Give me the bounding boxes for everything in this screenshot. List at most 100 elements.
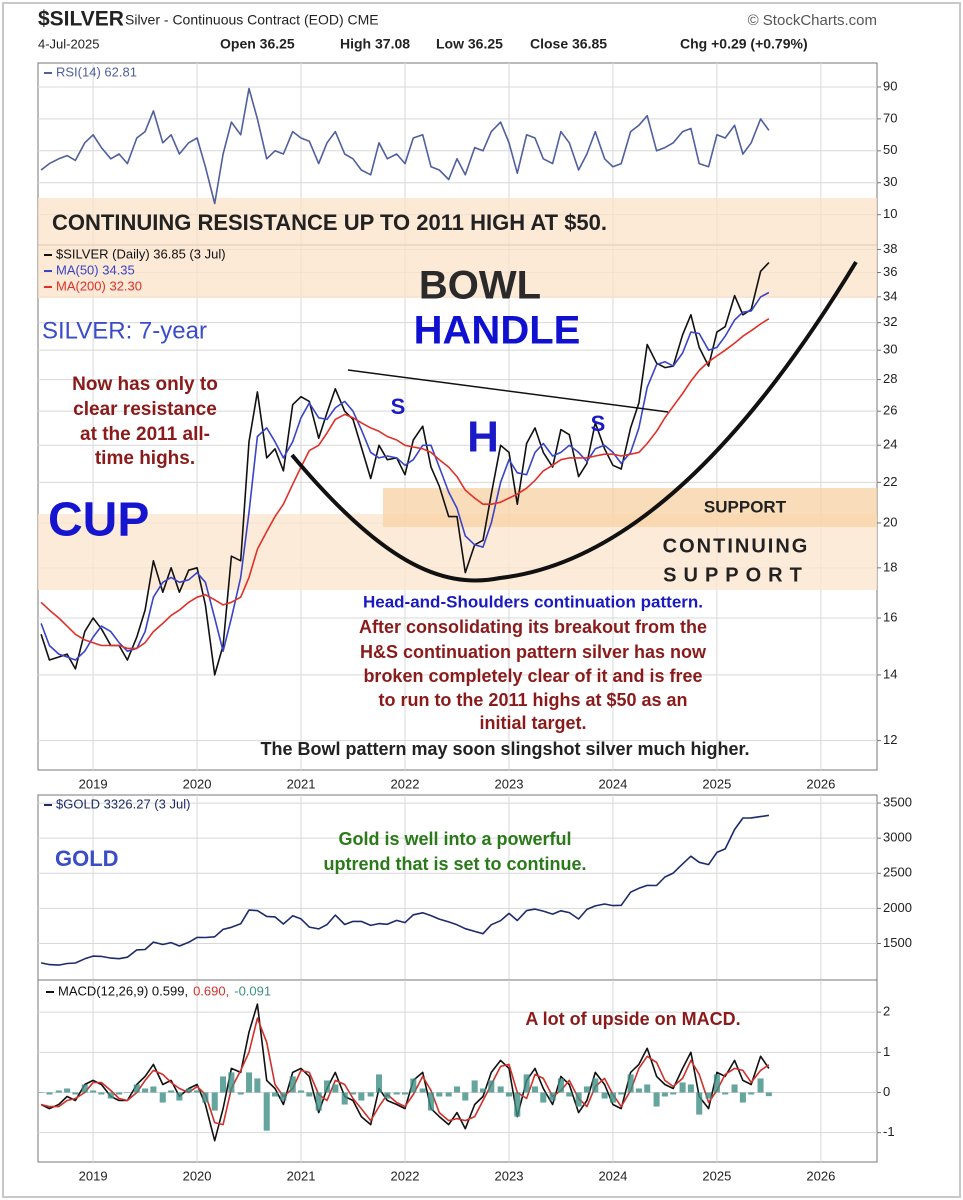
histogram-bar (445, 1092, 452, 1097)
symbol: $SILVER (38, 8, 124, 31)
annotation: After consolidating its breakout from th… (359, 617, 707, 637)
legend-label: $GOLD 3326.27 (3 Jul) (56, 796, 190, 811)
y-tick-label: 70 (883, 110, 897, 125)
histogram-bar (289, 1076, 296, 1093)
histogram-bar (150, 1086, 157, 1093)
annotation: S (391, 394, 406, 419)
histogram-bar (116, 1092, 123, 1095)
annotation: CONTINUING (663, 535, 810, 557)
y-tick-label: 30 (883, 174, 897, 189)
annotation: GOLD (55, 846, 119, 871)
description: Silver - Continuous Contract (EOD) CME (125, 12, 379, 28)
histogram-bar (332, 1084, 339, 1093)
y-tick-label: 32 (883, 314, 897, 329)
histogram-bar (133, 1084, 140, 1093)
histogram-bar (98, 1092, 105, 1095)
quote: Low 36.25 (436, 36, 503, 52)
histogram-bar (419, 1088, 426, 1093)
histogram-bar (618, 1092, 625, 1095)
y-tick-label: 20 (883, 514, 897, 529)
histogram-bar (497, 1086, 504, 1093)
y-tick-label: 34 (883, 288, 897, 303)
x-tick-label: 2021 (287, 1168, 316, 1183)
histogram-bar (488, 1080, 495, 1093)
histogram-bar (142, 1088, 149, 1093)
annotation: clear resistance (73, 399, 217, 420)
handle-line (347, 369, 669, 413)
annotation: S (591, 411, 606, 436)
y-tick-label: 1500 (883, 935, 912, 950)
source: © StockCharts.com (748, 12, 877, 29)
series-line (40, 1017, 770, 1126)
series-line (40, 318, 770, 650)
histogram-bar (46, 1092, 53, 1095)
histogram-bar (315, 1092, 322, 1111)
legend-label: MA(50) 34.35 (56, 262, 135, 277)
histogram-bar (427, 1092, 435, 1111)
y-tick-label: 16 (883, 609, 897, 624)
histogram-bar (696, 1092, 703, 1115)
histogram-bar (514, 1092, 521, 1117)
histogram-bar (566, 1092, 573, 1097)
legend-label: MACD(12,26,9) 0.599, (58, 983, 188, 998)
histogram-bar (592, 1078, 599, 1093)
y-tick-label: 14 (883, 666, 897, 681)
histogram-bar (228, 1072, 235, 1093)
histogram-bar (349, 1092, 357, 1095)
histogram-bar (176, 1092, 183, 1101)
histogram-bar (731, 1084, 738, 1093)
histogram-bar (297, 1090, 305, 1093)
histogram-bar (531, 1086, 538, 1093)
legend-label: RSI(14) 62.81 (56, 64, 137, 79)
bowl-curve (290, 260, 858, 583)
histogram-bar (237, 1092, 244, 1095)
series-line (40, 87, 770, 205)
legend-label: $SILVER (Daily) 36.85 (3 Jul) (56, 246, 226, 261)
annotation: Head-and-Shoulders continuation pattern. (363, 592, 703, 611)
histogram-bar (557, 1078, 564, 1093)
histogram-bar (653, 1092, 660, 1107)
y-tick-label: 2 (883, 1004, 890, 1019)
histogram-bar (523, 1074, 530, 1093)
histogram-bar (81, 1084, 88, 1093)
histogram-bar (358, 1092, 365, 1101)
histogram-bar (670, 1092, 677, 1095)
histogram-bar (609, 1092, 616, 1103)
x-tick-label: 2022 (391, 776, 420, 791)
legend-label: -0.091 (234, 983, 271, 998)
x-tick-label: 2020 (183, 1168, 212, 1183)
histogram-bar (254, 1078, 261, 1093)
y-tick-label: 2500 (883, 865, 912, 880)
plot-data: RSI(14) 62.81 $SILVER (Daily) 36.85 (3 Ju… (38, 64, 772, 1142)
x-tick-label: 2025 (702, 776, 731, 791)
y-tick-label: 90 (883, 78, 897, 93)
x-tick-label: 2020 (183, 776, 212, 791)
histogram-bar (401, 1092, 409, 1095)
histogram-bar (687, 1084, 694, 1093)
histogram-bar (462, 1092, 469, 1101)
histogram-bar (185, 1088, 192, 1093)
x-tick-label: 2025 (702, 1168, 731, 1183)
y-tick-label: 10 (883, 206, 897, 221)
histogram-bar (583, 1086, 590, 1093)
y-tick-label: 3000 (883, 830, 912, 845)
legend-label: 0.690, (193, 983, 229, 998)
histogram-bar (549, 1092, 556, 1101)
histogram-bar (765, 1092, 772, 1097)
histogram-bar (540, 1092, 547, 1103)
histogram-bar (124, 1092, 131, 1093)
annotation: uptrend that is set to continue. (323, 854, 586, 874)
annotation: BOWL (419, 264, 541, 308)
histogram-bar (263, 1092, 270, 1131)
histogram-bar (202, 1092, 209, 1103)
y-tick-label: 30 (883, 342, 897, 357)
histogram-bar (436, 1092, 443, 1097)
annotation: at the 2011 all- (80, 424, 210, 445)
histogram-bar (384, 1092, 391, 1099)
x-tick-label: 2022 (391, 1168, 420, 1183)
histogram-bar (601, 1092, 608, 1099)
series-line (40, 1003, 770, 1142)
x-tick-label: 2026 (806, 1168, 835, 1183)
annotation: to run to the 2011 highs at $50 as an (378, 690, 687, 710)
